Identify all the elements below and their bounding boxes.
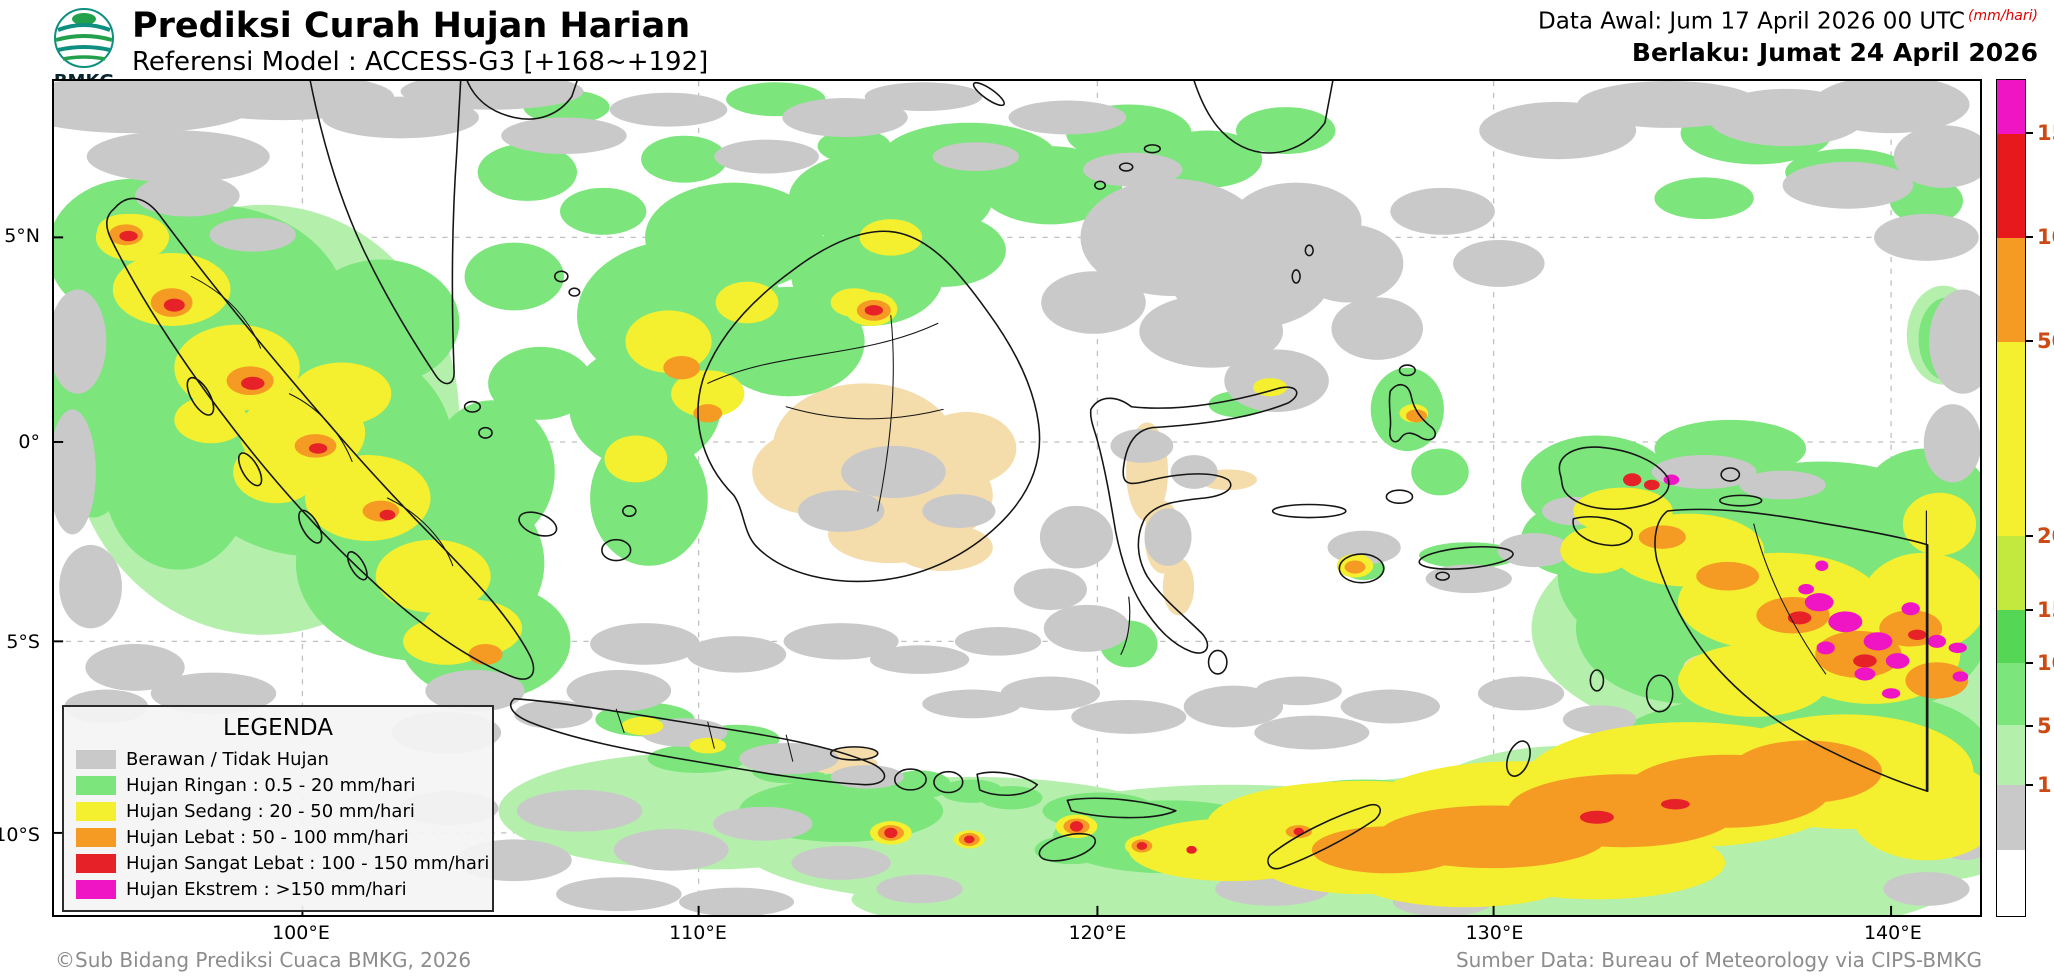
legend-swatch: [76, 750, 116, 769]
lat-label: 0°: [18, 430, 40, 453]
colorbar-segment: [1997, 784, 2025, 850]
berlaku-text: Berlaku: Jumat 24 April 2026: [1631, 37, 2038, 67]
colorbar-segment: [1997, 133, 2025, 238]
colorbar-tick-label: 100: [2037, 225, 2054, 250]
unit-superscript: (mm/hari): [1967, 8, 2038, 24]
rain-red-layer: [119, 230, 1927, 854]
legend-item: Hujan Ekstrem : >150 mm/hari: [76, 879, 480, 900]
lon-labels: 100°E 110°E 120°E 130°E 140°E: [52, 922, 1982, 948]
data-awal-text: Data Awal: Jum 17 April 2026 00 UTC: [1538, 8, 1965, 35]
colorbar-tick-label: 150: [2037, 120, 2054, 145]
colorbar-segment: [1997, 238, 2025, 342]
rain-magenta-layer: [1663, 474, 1969, 699]
colorbar-segment: [1997, 80, 2025, 134]
colorbar-segment: [1997, 609, 2025, 663]
colorbar-tick-mark: [2026, 534, 2033, 537]
legend-swatch: [76, 828, 116, 847]
lat-labels: 5°N 0° 5°S 10°S: [0, 79, 46, 917]
colorbar-tick: 5: [2026, 714, 2052, 738]
colorbar-tick: 10: [2026, 651, 2054, 675]
lon-label: 110°E: [669, 922, 727, 944]
colorbar-tick-label: 50: [2037, 329, 2054, 354]
legend-swatch: [76, 776, 116, 795]
header-titles: Prediksi Curah Hujan Harian Referensi Mo…: [132, 6, 709, 82]
legend-item-label: Hujan Sedang : 20 - 50 mm/hari: [126, 801, 415, 822]
legend-item: Hujan Sangat Lebat : 100 - 150 mm/hari: [76, 853, 489, 874]
colorbar-tick-label: 20: [2037, 523, 2054, 548]
legend-item-label: Hujan Ringan : 0.5 - 20 mm/hari: [126, 775, 416, 796]
colorbar-ticks: 150 100 50 20 15 10 5 1: [1996, 79, 2054, 917]
colorbar-tick-mark: [2026, 131, 2033, 134]
colorbar-tick-mark: [2026, 609, 2033, 612]
lon-label: 140°E: [1863, 922, 1922, 944]
colorbar-tick-mark: [2026, 236, 2033, 239]
legend-item: Hujan Sedang : 20 - 50 mm/hari: [76, 801, 480, 822]
lat-label: 5°N: [4, 225, 40, 248]
legend-items: Berawan / Tidak Hujan Hujan Ringan : 0.5 …: [76, 749, 489, 900]
lon-label: 100°E: [272, 922, 330, 944]
colorbar-tick-label: 10: [2037, 651, 2054, 676]
colorbar-tick-label: 5: [2037, 713, 2052, 738]
legend-item: Hujan Lebat : 50 - 100 mm/hari: [76, 827, 480, 848]
footer-credit: ©Sub Bidang Prediksi Cuaca BMKG, 2026: [55, 948, 472, 972]
legend-item: Berawan / Tidak Hujan: [76, 749, 480, 770]
colorbar-segment: [1997, 662, 2025, 726]
colorbar-tick: 50: [2026, 329, 2054, 353]
colorbar-segment: [1997, 341, 2025, 536]
colorbar: 150 100 50 20 15 10 5 1: [1996, 79, 2054, 917]
legend-swatch: [76, 880, 116, 899]
colorbar-segment: [1997, 849, 2025, 916]
colorbar-tick: 100: [2026, 225, 2054, 249]
footer-source: Sumber Data: Bureau of Meteorology via C…: [1455, 948, 1982, 972]
colorbar-segments: [1996, 79, 2026, 917]
legend-swatch: [76, 854, 116, 873]
colorbar-tick: 15: [2026, 598, 2054, 622]
legend-swatch: [76, 802, 116, 821]
colorbar-tick-mark: [2026, 724, 2033, 727]
colorbar-tick-label: 1: [2037, 773, 2052, 798]
lon-label: 130°E: [1465, 922, 1524, 944]
lon-label: 120°E: [1068, 922, 1127, 944]
map-canvas: [54, 81, 1980, 915]
colorbar-tick-mark: [2026, 784, 2033, 787]
lat-label: 10°S: [0, 823, 40, 846]
legend-item-label: Hujan Lebat : 50 - 100 mm/hari: [126, 827, 409, 848]
colorbar-segment: [1997, 725, 2025, 785]
legend-item-label: Berawan / Tidak Hujan: [126, 749, 329, 770]
legend-item-label: Hujan Sangat Lebat : 100 - 150 mm/hari: [126, 853, 490, 874]
legend-title: LEGENDA: [223, 715, 333, 741]
colorbar-tick-label: 15: [2037, 598, 2054, 623]
colorbar-tick: 20: [2026, 524, 2054, 548]
colorbar-tick: 1: [2026, 773, 2052, 797]
colorbar-tick-mark: [2026, 340, 2033, 343]
legend: LEGENDA Berawan / Tidak Hujan Hujan Ringa…: [62, 705, 494, 912]
colorbar-tick: 150: [2026, 121, 2054, 145]
map-box: LEGENDA Berawan / Tidak Hujan Hujan Ringa…: [52, 79, 1982, 917]
coastline-layer: [106, 81, 1929, 870]
lat-label: 5°S: [6, 631, 40, 654]
model-reference: Referensi Model : ACCESS-G3 [+168~+192]: [132, 47, 709, 82]
cloud-layer: [54, 81, 1980, 915]
legend-item: Hujan Ringan : 0.5 - 20 mm/hari: [76, 775, 480, 796]
page-title: Prediksi Curah Hujan Harian: [132, 6, 691, 46]
colorbar-tick-mark: [2026, 662, 2033, 665]
legend-item-label: Hujan Ekstrem : >150 mm/hari: [126, 879, 407, 900]
colorbar-segment: [1997, 535, 2025, 610]
header-right: Data Awal: Jum 17 April 2026 00 UTC (mm/h…: [1538, 8, 2038, 67]
